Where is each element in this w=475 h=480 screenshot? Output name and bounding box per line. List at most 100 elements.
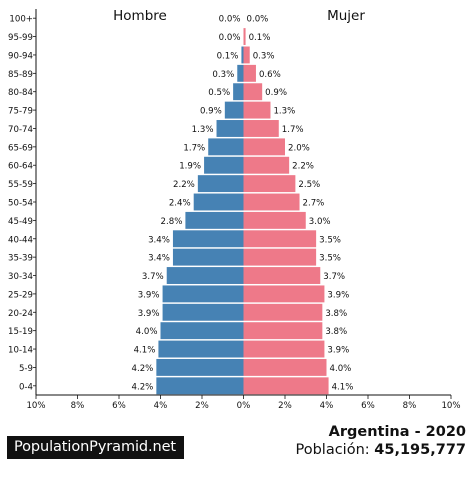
age-group-label: 95-99	[8, 33, 33, 43]
female-value-label: 0.1%	[249, 33, 271, 43]
male-bar-0-4	[156, 377, 244, 395]
male-bar-50-54	[193, 193, 244, 211]
female-value-label: 3.8%	[325, 309, 347, 319]
x-tick-label: 8%	[71, 401, 85, 411]
age-group-label: 20-24	[8, 309, 33, 319]
female-bar-60-64	[243, 156, 290, 174]
female-value-label: 3.7%	[323, 272, 345, 282]
female-bar-95-99	[243, 28, 246, 46]
x-tick-label: 2%	[195, 401, 209, 411]
age-group-label: 0-4	[19, 382, 33, 392]
female-bar-90-94	[243, 46, 250, 64]
male-bar-25-29	[162, 285, 244, 303]
x-tick-label: 4%	[154, 401, 168, 411]
male-value-label: 0.9%	[200, 107, 222, 117]
age-group-label: 30-34	[8, 272, 33, 282]
female-value-label: 1.3%	[273, 107, 295, 117]
age-group-label: 70-74	[8, 125, 33, 135]
male-value-label: 0.5%	[208, 88, 230, 98]
male-value-label: 2.4%	[169, 199, 191, 209]
male-bar-60-64	[204, 156, 244, 174]
left-header: Hombre	[113, 8, 167, 24]
female-value-label: 2.2%	[292, 162, 314, 172]
female-bar-80-84	[243, 83, 263, 101]
male-value-label: 3.9%	[138, 309, 160, 319]
male-value-label: 0.3%	[212, 70, 234, 80]
x-tick-label: 0%	[237, 401, 251, 411]
female-value-label: 4.1%	[332, 382, 354, 392]
female-value-label: 2.7%	[303, 199, 325, 209]
female-bar-5-9	[243, 358, 327, 376]
male-bar-35-39	[172, 248, 244, 266]
male-value-label: 4.2%	[132, 382, 154, 392]
age-group-label: 35-39	[8, 254, 33, 264]
age-group-label: 75-79	[8, 107, 33, 117]
male-bar-10-14	[158, 340, 244, 358]
age-group-label: 25-29	[8, 290, 33, 300]
male-value-label: 3.4%	[148, 254, 170, 264]
female-value-label: 3.5%	[319, 254, 341, 264]
female-value-label: 1.7%	[282, 125, 304, 135]
age-group-label: 90-94	[8, 51, 33, 61]
x-tick-label: 4%	[320, 401, 334, 411]
x-tick-label: 10%	[26, 401, 45, 411]
male-value-label: 3.9%	[138, 290, 160, 300]
male-value-label: 0.0%	[219, 15, 241, 25]
female-value-label: 3.5%	[319, 235, 341, 245]
male-bar-30-34	[166, 267, 244, 284]
age-group-label: 45-49	[8, 217, 33, 227]
female-bar-55-59	[243, 175, 296, 193]
female-value-label: 0.6%	[259, 70, 281, 80]
female-bar-10-14	[243, 340, 325, 358]
right-header: Mujer	[327, 8, 365, 24]
female-value-label: 0.9%	[265, 88, 287, 98]
age-group-label: 55-59	[8, 180, 33, 190]
female-value-label: 3.8%	[325, 327, 347, 337]
female-bar-15-19	[243, 322, 323, 340]
age-group-label: 80-84	[8, 88, 33, 98]
age-group-label: 60-64	[8, 162, 33, 172]
female-bar-50-54	[243, 193, 300, 211]
male-bar-90-94	[241, 46, 244, 64]
population-line: Población: 45,195,777	[295, 441, 466, 459]
brand-logo[interactable]: PopulationPyramid.net	[7, 436, 185, 459]
male-bar-20-24	[162, 303, 244, 321]
female-value-label: 0.0%	[247, 15, 269, 25]
female-bar-40-44	[243, 230, 317, 248]
male-bar-15-19	[160, 322, 244, 340]
age-group-label: 40-44	[8, 235, 33, 245]
female-bar-85-89	[243, 64, 256, 82]
age-group-label: 10-14	[8, 346, 33, 356]
male-value-label: 1.3%	[192, 125, 214, 135]
population-pyramid-chart: Hombre Mujer 0.0% 0.0% 100+ 0.0% 0.1% 95-99 0.1%…	[8, 8, 461, 411]
age-group-label: 100+	[9, 15, 33, 25]
population-value: 45,195,777	[374, 442, 466, 458]
female-value-label: 4.0%	[330, 364, 352, 374]
chart-title: Argentina - 2020	[328, 424, 466, 440]
female-bar-25-29	[243, 285, 325, 303]
male-bar-45-49	[185, 211, 244, 229]
male-value-label: 1.9%	[179, 162, 201, 172]
male-value-label: 1.7%	[183, 143, 205, 153]
male-value-label: 2.2%	[173, 180, 195, 190]
age-group-label: 15-19	[8, 327, 33, 337]
male-value-label: 0.0%	[219, 33, 241, 43]
female-bar-30-34	[243, 267, 321, 284]
female-bar-0-4	[243, 377, 329, 395]
male-value-label: 3.7%	[142, 272, 164, 282]
male-value-label: 4.1%	[134, 346, 156, 356]
female-bar-20-24	[243, 303, 323, 321]
male-bar-85-89	[237, 64, 244, 82]
male-bar-40-44	[172, 230, 244, 248]
age-group-label: 65-69	[8, 143, 33, 153]
male-value-label: 3.4%	[148, 235, 170, 245]
age-group-label: 5-9	[19, 364, 33, 374]
male-value-label: 0.1%	[217, 51, 239, 61]
male-bar-80-84	[233, 83, 244, 101]
female-value-label: 3.0%	[309, 217, 331, 227]
female-value-label: 2.0%	[288, 143, 310, 153]
male-bar-75-79	[224, 101, 244, 119]
male-value-label: 2.8%	[161, 217, 183, 227]
x-tick-label: 6%	[361, 401, 375, 411]
male-bar-65-69	[208, 138, 244, 156]
